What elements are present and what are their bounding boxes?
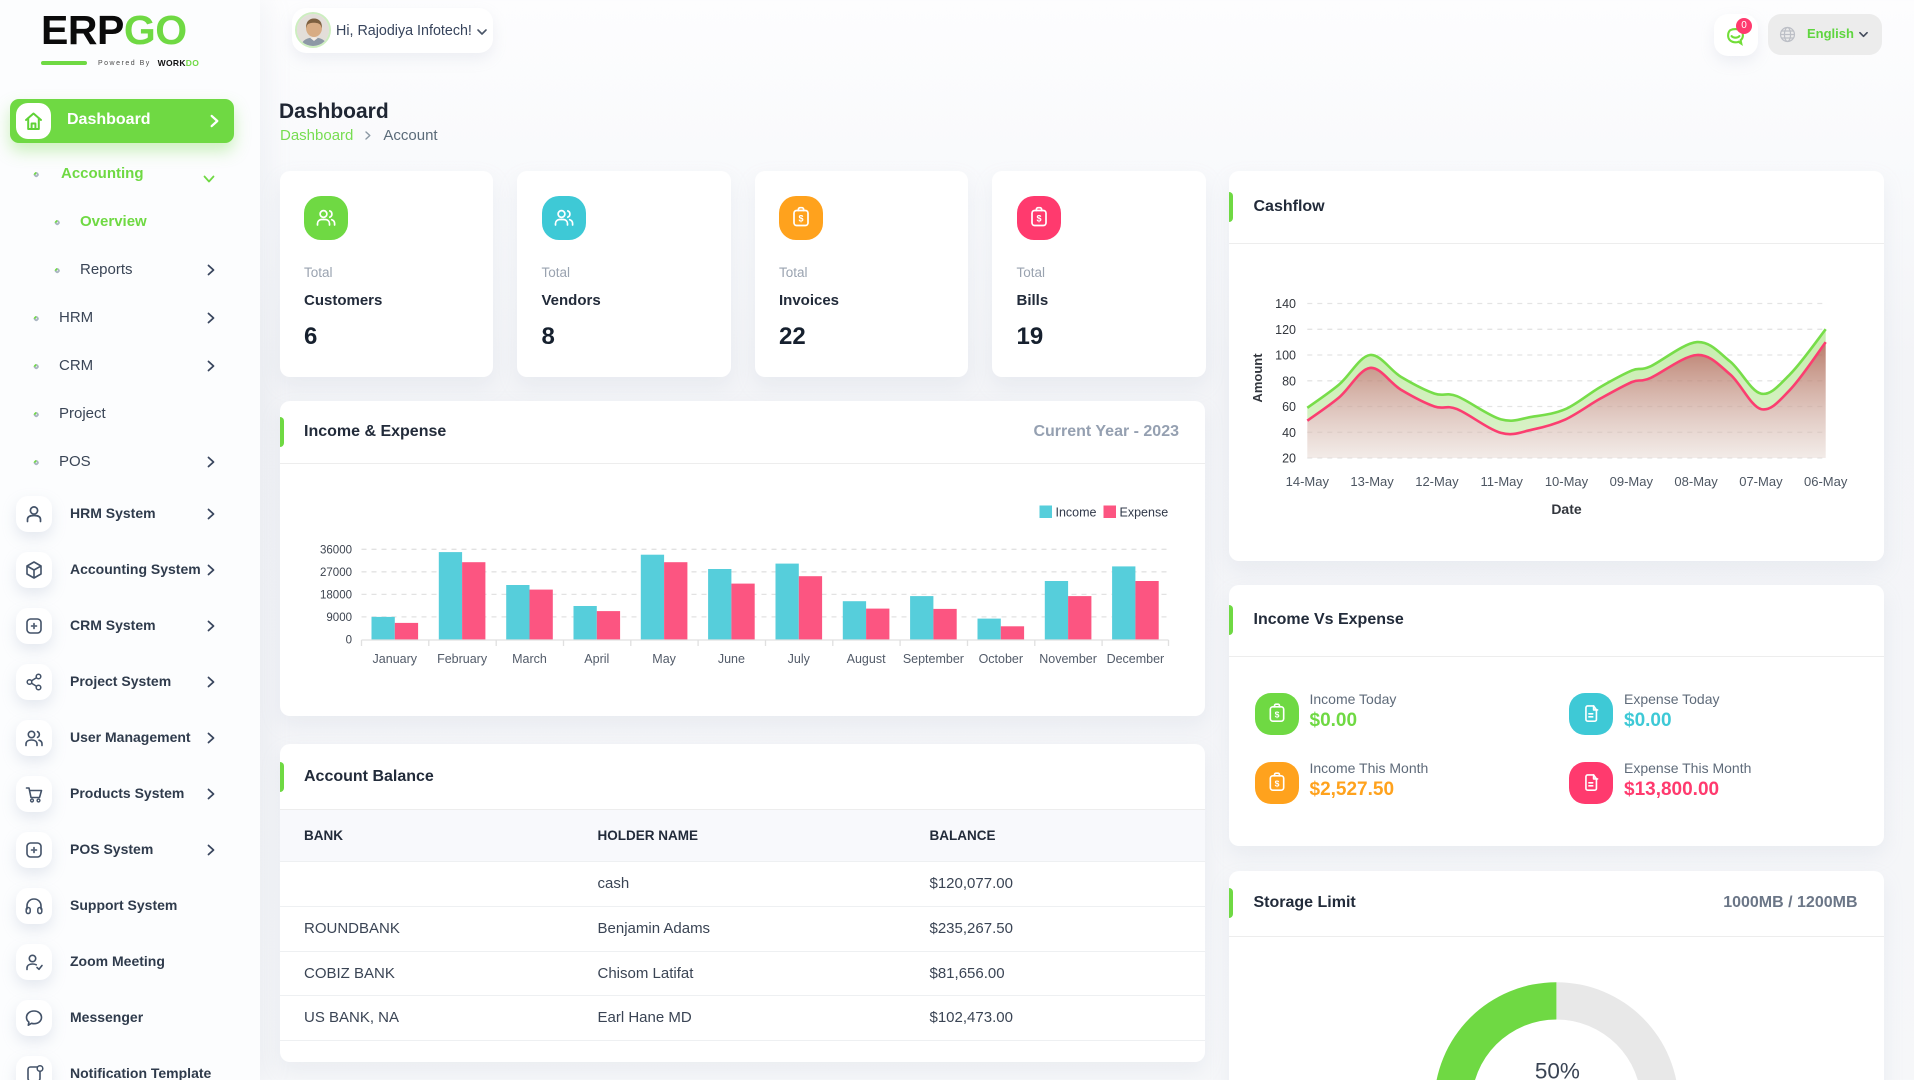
- svg-text:May: May: [652, 652, 676, 666]
- svg-text:February: February: [437, 652, 488, 666]
- svg-text:08-May: 08-May: [1674, 474, 1718, 489]
- svg-text:September: September: [902, 652, 963, 666]
- svg-text:0: 0: [345, 635, 351, 647]
- svg-text:12-May: 12-May: [1415, 474, 1459, 489]
- svg-text:50%: 50%: [1535, 1058, 1580, 1080]
- svg-text:January: January: [372, 652, 417, 666]
- svg-text:10-May: 10-May: [1545, 474, 1589, 489]
- svg-text:13-May: 13-May: [1350, 474, 1394, 489]
- svg-text:140: 140: [1275, 297, 1296, 311]
- svg-text:60: 60: [1282, 400, 1296, 414]
- svg-text:$: $: [798, 214, 803, 224]
- svg-text:27000: 27000: [320, 567, 352, 579]
- svg-text:80: 80: [1282, 374, 1296, 388]
- svg-text:$: $: [1036, 214, 1041, 224]
- svg-text:$: $: [1274, 778, 1279, 788]
- svg-text:October: October: [978, 652, 1022, 666]
- svg-text:December: December: [1106, 652, 1164, 666]
- svg-text:November: November: [1039, 652, 1097, 666]
- svg-text:100: 100: [1275, 349, 1296, 363]
- svg-text:Amount: Amount: [1250, 353, 1265, 403]
- svg-text:August: August: [846, 652, 885, 666]
- svg-text:20: 20: [1282, 452, 1296, 466]
- svg-text:April: April: [584, 652, 609, 666]
- svg-text:40: 40: [1282, 426, 1296, 440]
- svg-text:$: $: [1274, 709, 1279, 719]
- svg-text:July: July: [787, 652, 810, 666]
- svg-text:07-May: 07-May: [1739, 474, 1783, 489]
- svg-text:March: March: [512, 652, 547, 666]
- svg-text:11-May: 11-May: [1481, 474, 1524, 489]
- svg-text:09-May: 09-May: [1610, 474, 1654, 489]
- svg-text:18000: 18000: [320, 590, 352, 602]
- svg-text:Date: Date: [1551, 501, 1582, 517]
- svg-text:06-May: 06-May: [1804, 474, 1848, 489]
- svg-text:Income: Income: [1055, 506, 1096, 520]
- svg-text:Expense: Expense: [1119, 506, 1168, 520]
- svg-text:June: June: [717, 652, 744, 666]
- svg-text:36000: 36000: [320, 545, 352, 557]
- svg-text:120: 120: [1275, 323, 1296, 337]
- svg-text:14-May: 14-May: [1286, 474, 1330, 489]
- svg-text:9000: 9000: [326, 612, 352, 624]
